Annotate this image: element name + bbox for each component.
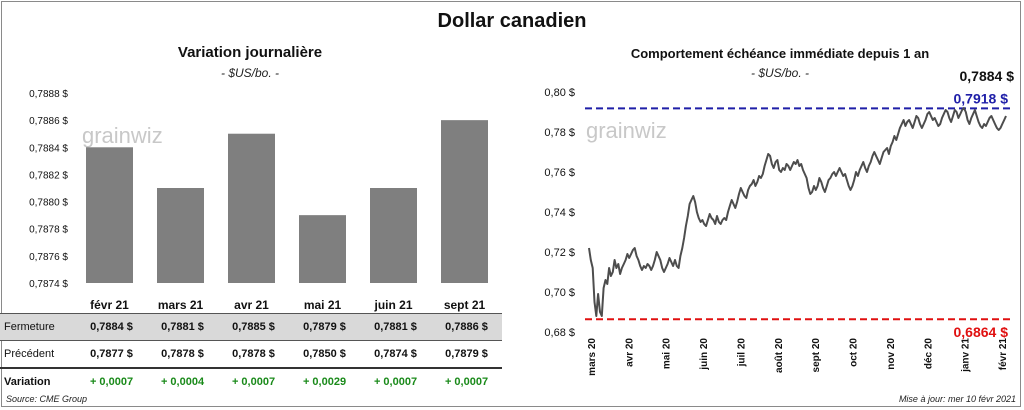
y-tick-label: 0,70 $ bbox=[544, 287, 575, 299]
bar bbox=[157, 188, 204, 283]
x-tick-label: déc 20 bbox=[923, 338, 934, 370]
x-tick-label: nov 20 bbox=[886, 338, 897, 370]
table-cell: 0,7881 $ bbox=[147, 313, 218, 341]
series-line bbox=[588, 107, 1007, 317]
y-tick-label: 0,7878 $ bbox=[29, 225, 68, 236]
bar bbox=[86, 147, 133, 283]
x-tick-label: avr 20 bbox=[624, 338, 635, 367]
bar bbox=[370, 188, 417, 283]
table-cell: 0,7884 $ bbox=[76, 313, 147, 341]
x-tick-label: mai 21 bbox=[304, 298, 342, 312]
bar bbox=[299, 215, 346, 283]
table-row: Variation + 0,0007 + 0,0004 + 0,0007 + 0,002… bbox=[0, 368, 502, 395]
table-cell: 0,7881 $ bbox=[360, 313, 431, 341]
table-cell: + 0,0007 bbox=[89, 376, 134, 388]
bar-chart: grainwiz 0,7874 $ 0,7876 $ 0,7878 $ 0,7880 $… bbox=[29, 89, 488, 312]
x-tick-label: juin 20 bbox=[699, 338, 710, 371]
x-tick-label: août 20 bbox=[774, 338, 785, 373]
right-chart-title: Comportement échéance immédiate depuis 1… bbox=[630, 46, 930, 61]
watermark: grainwiz bbox=[586, 118, 667, 143]
page-title: Dollar canadien bbox=[437, 10, 587, 32]
x-tick-label: mars 20 bbox=[587, 338, 598, 376]
y-tick-label: 0,7886 $ bbox=[29, 116, 68, 127]
x-tick-label: févr 21 bbox=[90, 298, 129, 312]
x-tick-label: mars 21 bbox=[158, 298, 204, 312]
price-table: Fermeture 0,7884 $0,7881 $0,7885 $0,7879 … bbox=[0, 313, 502, 395]
source-note: Source: CME Group bbox=[6, 394, 88, 404]
x-tick-label: mai 20 bbox=[662, 338, 673, 370]
y-tick-label: 0,72 $ bbox=[544, 247, 575, 259]
table-row: Fermeture 0,7884 $0,7881 $0,7885 $0,7879 … bbox=[0, 313, 502, 341]
left-chart-title: Variation journalière bbox=[177, 44, 323, 61]
left-chart-subtitle: - $US/bo. - bbox=[220, 66, 280, 80]
table-cell: 0,7879 $ bbox=[289, 313, 360, 341]
row-label: Fermeture bbox=[0, 313, 76, 341]
table-cell: 0,7878 $ bbox=[147, 340, 218, 369]
bar bbox=[228, 133, 275, 283]
table-cell: 0,7885 $ bbox=[218, 313, 289, 341]
line-chart: grainwiz 0,68 $ 0,70 $ 0,72 $ 0,74 $ 0,76 $ 0,… bbox=[544, 68, 1015, 376]
table-cell: 0,7879 $ bbox=[431, 340, 502, 369]
watermark: grainwiz bbox=[82, 123, 163, 148]
right-chart-subtitle: - $US/bo. - bbox=[750, 66, 810, 80]
x-tick-label: janv 21 bbox=[961, 338, 972, 373]
x-tick-label: sept 20 bbox=[811, 338, 822, 373]
table-cell: 0,7874 $ bbox=[360, 340, 431, 369]
table-cell: 0,7877 $ bbox=[76, 340, 147, 369]
x-tick-label: févr 21 bbox=[998, 338, 1009, 371]
x-tick-label: juil 20 bbox=[736, 338, 747, 368]
y-tick-label: 0,78 $ bbox=[544, 127, 575, 139]
y-tick-label: 0,74 $ bbox=[544, 207, 575, 219]
x-tick-label: avr 21 bbox=[234, 298, 269, 312]
table-cell: 0,7850 $ bbox=[289, 340, 360, 369]
table-cell: + 0,0007 bbox=[231, 376, 276, 388]
table-cell: + 0,0029 bbox=[302, 376, 347, 388]
bar bbox=[441, 120, 488, 284]
high-label: 0,7918 $ bbox=[954, 90, 1009, 106]
row-label: Précédent bbox=[0, 340, 76, 369]
row-label: Variation bbox=[4, 376, 51, 388]
x-tick-label: sept 21 bbox=[444, 298, 486, 312]
y-tick-label: 0,7874 $ bbox=[29, 279, 68, 290]
x-tick-label: juin 21 bbox=[373, 298, 412, 312]
table-cell: + 0,0007 bbox=[444, 376, 489, 388]
low-label: 0,6864 $ bbox=[954, 324, 1009, 340]
table-cell: + 0,0004 bbox=[160, 376, 205, 388]
y-tick-label: 0,7884 $ bbox=[29, 143, 68, 154]
x-tick-label: oct 20 bbox=[849, 338, 860, 367]
table-row: Précédent 0,7877 $0,7878 $0,7878 $0,7850 … bbox=[0, 340, 502, 369]
table-cell: 0,7886 $ bbox=[431, 313, 502, 341]
y-tick-label: 0,7876 $ bbox=[29, 252, 68, 263]
table-cell: + 0,0007 bbox=[373, 376, 418, 388]
y-tick-label: 0,7880 $ bbox=[29, 198, 68, 209]
y-tick-label: 0,7882 $ bbox=[29, 170, 68, 181]
last-value-label: 0,7884 $ bbox=[960, 68, 1015, 84]
table-cell: 0,7878 $ bbox=[218, 340, 289, 369]
y-tick-label: 0,76 $ bbox=[544, 167, 575, 179]
y-tick-label: 0,7888 $ bbox=[29, 89, 68, 100]
y-tick-label: 0,80 $ bbox=[544, 87, 575, 99]
update-note: Mise à jour: mer 10 févr 2021 bbox=[898, 394, 1016, 404]
y-tick-label: 0,68 $ bbox=[544, 327, 575, 339]
